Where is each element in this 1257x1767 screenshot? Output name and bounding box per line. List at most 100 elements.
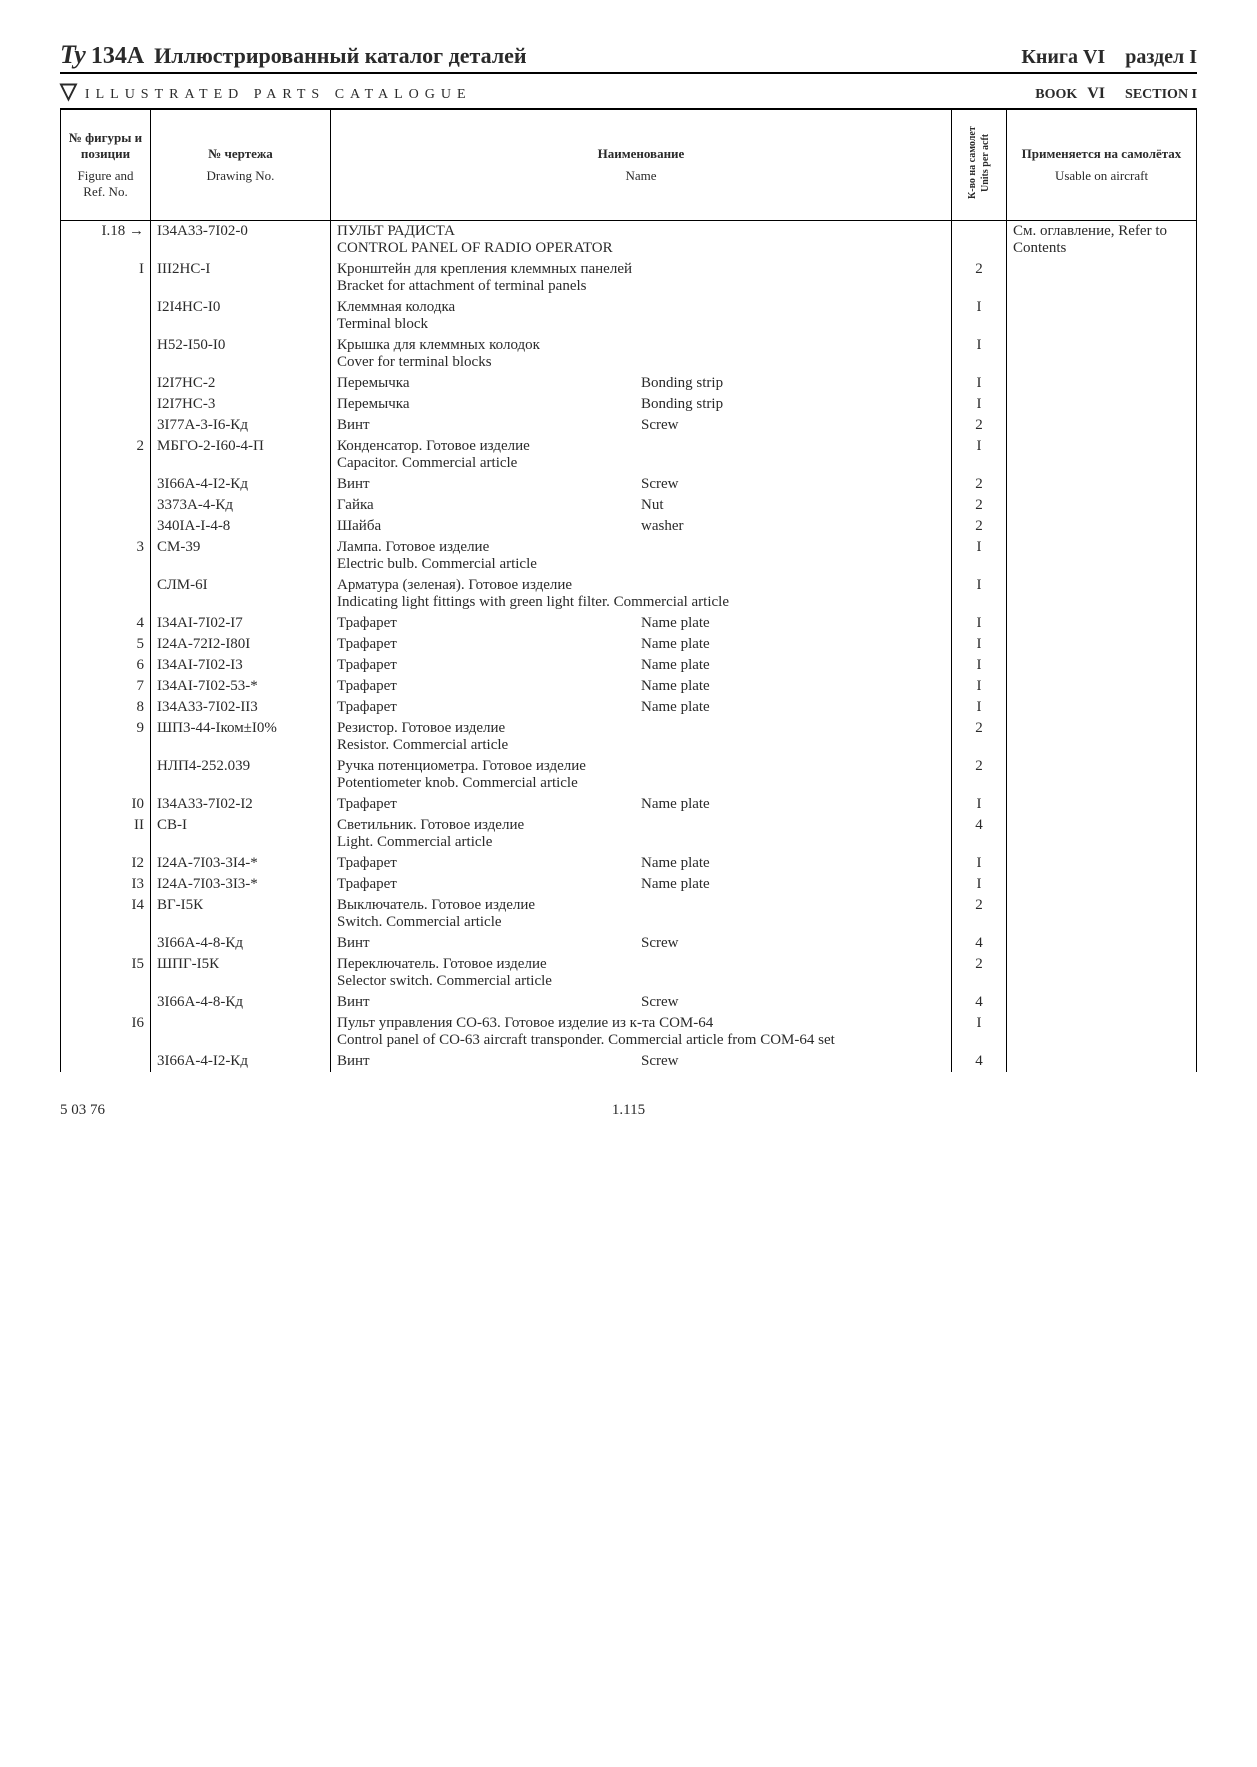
cell-units: 4 xyxy=(952,933,1007,954)
table-row: СЛМ-6IАрматура (зеленая). Готовое издели… xyxy=(61,575,1197,613)
cell-ref xyxy=(61,474,151,495)
cell-name: ПеремычкаBonding strip xyxy=(331,394,952,415)
table-row: I0I34А33-7I02-I2ТрафаретName plateI xyxy=(61,794,1197,815)
cell-units: 4 xyxy=(952,1051,1007,1072)
cell-name: Лампа. Готовое изделиеElectric bulb. Com… xyxy=(331,537,952,575)
cell-ref: 6 xyxy=(61,655,151,676)
table-row: 7I34АI-7I02-53-*ТрафаретName plateI xyxy=(61,676,1197,697)
cell-drawing-no: I2I7НС-3 xyxy=(151,394,331,415)
section-ru: раздел I xyxy=(1125,46,1197,69)
cell-units: I xyxy=(952,575,1007,613)
cell-units: I xyxy=(952,537,1007,575)
cell-drawing-no: I34А33-7I02-II3 xyxy=(151,697,331,718)
cell-usable-on xyxy=(1007,394,1197,415)
cell-drawing-no: I34АI-7I02-53-* xyxy=(151,676,331,697)
cell-units: I xyxy=(952,394,1007,415)
cell-drawing-no: 3I66А-4-8-Кд xyxy=(151,933,331,954)
cell-drawing-no: ШП3-44-Iком±I0% xyxy=(151,718,331,756)
cell-usable-on xyxy=(1007,415,1197,436)
cell-units xyxy=(952,221,1007,260)
cell-ref xyxy=(61,516,151,537)
cell-units: I xyxy=(952,676,1007,697)
table-row: I3I24А-7I03-3I3-*ТрафаретName plateI xyxy=(61,874,1197,895)
cell-name: Клеммная колодкаTerminal block xyxy=(331,297,952,335)
cell-drawing-no: I24А-7I03-3I4-* xyxy=(151,853,331,874)
cell-name: Светильник. Готовое изделиеLight. Commer… xyxy=(331,815,952,853)
cell-name: Арматура (зеленая). Готовое изделиеIndic… xyxy=(331,575,952,613)
cell-units: I xyxy=(952,436,1007,474)
cell-drawing-no: СВ-I xyxy=(151,815,331,853)
cell-name: ВинтScrew xyxy=(331,474,952,495)
cell-drawing-no xyxy=(151,1013,331,1051)
cell-ref: I.18 → xyxy=(61,221,151,260)
table-row: IIСВ-IСветильник. Готовое изделиеLight. … xyxy=(61,815,1197,853)
cell-usable-on xyxy=(1007,613,1197,634)
cell-name: ТрафаретName plate xyxy=(331,697,952,718)
cell-usable-on xyxy=(1007,297,1197,335)
cell-ref: 7 xyxy=(61,676,151,697)
table-row: I2I7НС-2ПеремычкаBonding stripI xyxy=(61,373,1197,394)
col-usable: Применяется на самолётах Usable on aircr… xyxy=(1007,110,1197,221)
cell-units: I xyxy=(952,1013,1007,1051)
cell-name: Шайбаwasher xyxy=(331,516,952,537)
table-row: I2I24А-7I03-3I4-*ТрафаретName plateI xyxy=(61,853,1197,874)
cell-usable-on xyxy=(1007,992,1197,1013)
cell-usable-on xyxy=(1007,259,1197,297)
table-row: Н52-I50-I0Крышка для клеммных колодокCov… xyxy=(61,335,1197,373)
cell-usable-on xyxy=(1007,1051,1197,1072)
parts-table: № фигуры и позиции Figure and Ref. No. №… xyxy=(60,110,1197,1072)
table-row: 3I66А-4-8-КдВинтScrew4 xyxy=(61,992,1197,1013)
cell-name: Конденсатор. Готовое изделиеCapacitor. C… xyxy=(331,436,952,474)
page: Ту 134А Иллюстрированный каталог деталей… xyxy=(60,40,1197,1119)
table-row: 4I34АI-7I02-I7ТрафаретName plateI xyxy=(61,613,1197,634)
cell-units: I xyxy=(952,697,1007,718)
cell-drawing-no: СЛМ-6I xyxy=(151,575,331,613)
cell-drawing-no: I2I4НС-I0 xyxy=(151,297,331,335)
cell-usable-on xyxy=(1007,697,1197,718)
cell-ref xyxy=(61,335,151,373)
cell-units: I xyxy=(952,853,1007,874)
cell-units: I xyxy=(952,655,1007,676)
cell-name: ТрафаретName plate xyxy=(331,655,952,676)
cell-ref: I4 xyxy=(61,895,151,933)
cell-units: 2 xyxy=(952,895,1007,933)
cell-usable-on xyxy=(1007,853,1197,874)
cell-usable-on xyxy=(1007,474,1197,495)
cell-ref: 3 xyxy=(61,537,151,575)
cell-name: ВинтScrew xyxy=(331,415,952,436)
cell-usable-on xyxy=(1007,335,1197,373)
cell-drawing-no: Н52-I50-I0 xyxy=(151,335,331,373)
col-units: К-во на самолет Units per acft xyxy=(952,110,1007,221)
cell-name: ТрафаретName plate xyxy=(331,794,952,815)
logo: Ту xyxy=(60,40,85,70)
cell-drawing-no: III2НС-I xyxy=(151,259,331,297)
cell-usable-on xyxy=(1007,954,1197,992)
cell-units: I xyxy=(952,613,1007,634)
table-row: 3I66А-4-I2-КдВинтScrew2 xyxy=(61,474,1197,495)
col-drawing: № чертежа Drawing No. xyxy=(151,110,331,221)
cell-ref xyxy=(61,575,151,613)
cell-name: ПеремычкаBonding strip xyxy=(331,373,952,394)
cell-units: 2 xyxy=(952,954,1007,992)
table-row: I5ШПГ-I5КПереключатель. Готовое изделиеS… xyxy=(61,954,1197,992)
cell-name: ВинтScrew xyxy=(331,933,952,954)
cell-usable-on: См. оглавление, Refer to Contents xyxy=(1007,221,1197,260)
cell-usable-on xyxy=(1007,794,1197,815)
table-row: I2I4НС-I0Клеммная колодкаTerminal blockI xyxy=(61,297,1197,335)
triangle-icon: ▽ xyxy=(60,78,77,104)
cell-name: Кронштейн для крепления клеммных панелей… xyxy=(331,259,952,297)
table-row: I6Пульт управления СО-63. Готовое издели… xyxy=(61,1013,1197,1051)
cell-units: 2 xyxy=(952,259,1007,297)
cell-usable-on xyxy=(1007,815,1197,853)
table-row: 3I77А-3-I6-КдВинтScrew2 xyxy=(61,415,1197,436)
cell-usable-on xyxy=(1007,575,1197,613)
cell-ref: II xyxy=(61,815,151,853)
cell-drawing-no: ШПГ-I5К xyxy=(151,954,331,992)
cell-units: I xyxy=(952,297,1007,335)
cell-drawing-no: I2I7НС-2 xyxy=(151,373,331,394)
cell-ref: 4 xyxy=(61,613,151,634)
cell-name: ВинтScrew xyxy=(331,1051,952,1072)
cell-drawing-no: 3I66А-4-I2-Кд xyxy=(151,474,331,495)
table-row: 6I34АI-7I02-I3ТрафаретName plateI xyxy=(61,655,1197,676)
table-body: I.18 →I34А33-7I02-0ПУЛЬТ РАДИСТАCONTROL … xyxy=(61,221,1197,1073)
